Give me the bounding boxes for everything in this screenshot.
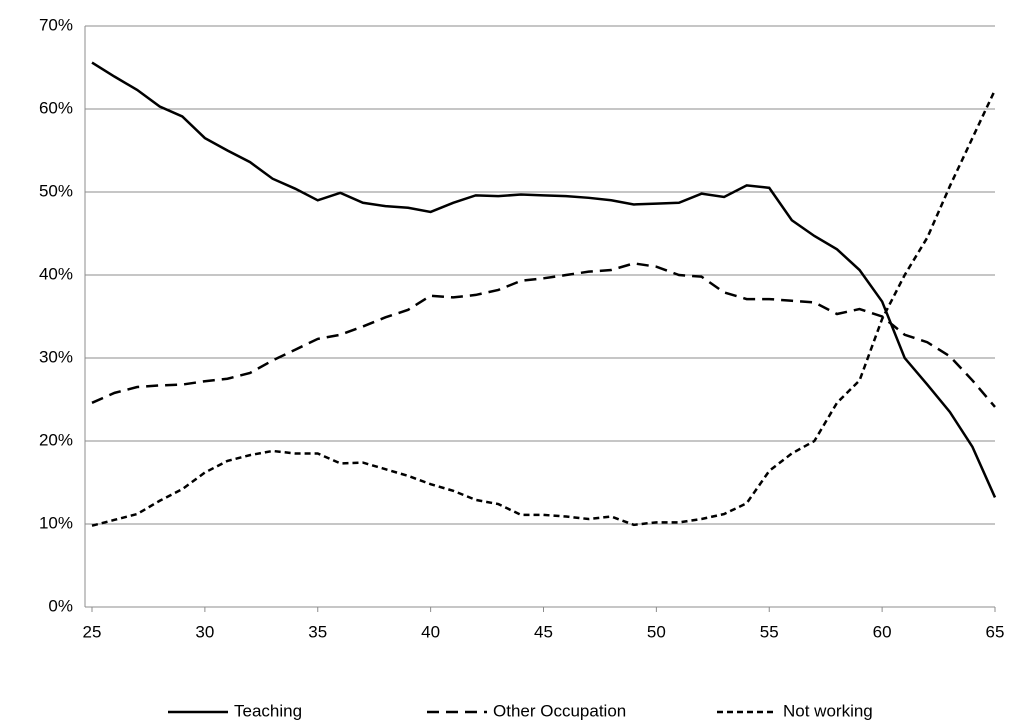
x-tick-label: 45 <box>534 622 553 641</box>
x-tick-label: 65 <box>986 622 1005 641</box>
x-tick-label: 60 <box>873 622 892 641</box>
series-line <box>91 262 996 408</box>
series-line <box>91 61 997 498</box>
y-tick-label: 30% <box>39 347 73 366</box>
x-tick-label: 50 <box>647 622 666 641</box>
y-tick-label: 40% <box>39 264 73 283</box>
y-tick-label: 60% <box>39 98 73 117</box>
legend-label: Not working <box>783 701 873 720</box>
y-tick-label: 70% <box>39 15 73 34</box>
y-tick-label: 0% <box>48 596 73 615</box>
x-tick-label: 55 <box>760 622 779 641</box>
x-tick-label: 25 <box>83 622 102 641</box>
x-tick-label: 35 <box>308 622 327 641</box>
y-tick-label: 10% <box>39 513 73 532</box>
y-tick-label: 50% <box>39 181 73 200</box>
x-tick-label: 30 <box>195 622 214 641</box>
x-tick-label: 40 <box>421 622 440 641</box>
legend-label: Other Occupation <box>493 701 626 720</box>
legend-label: Teaching <box>234 701 302 720</box>
y-tick-label: 20% <box>39 430 73 449</box>
